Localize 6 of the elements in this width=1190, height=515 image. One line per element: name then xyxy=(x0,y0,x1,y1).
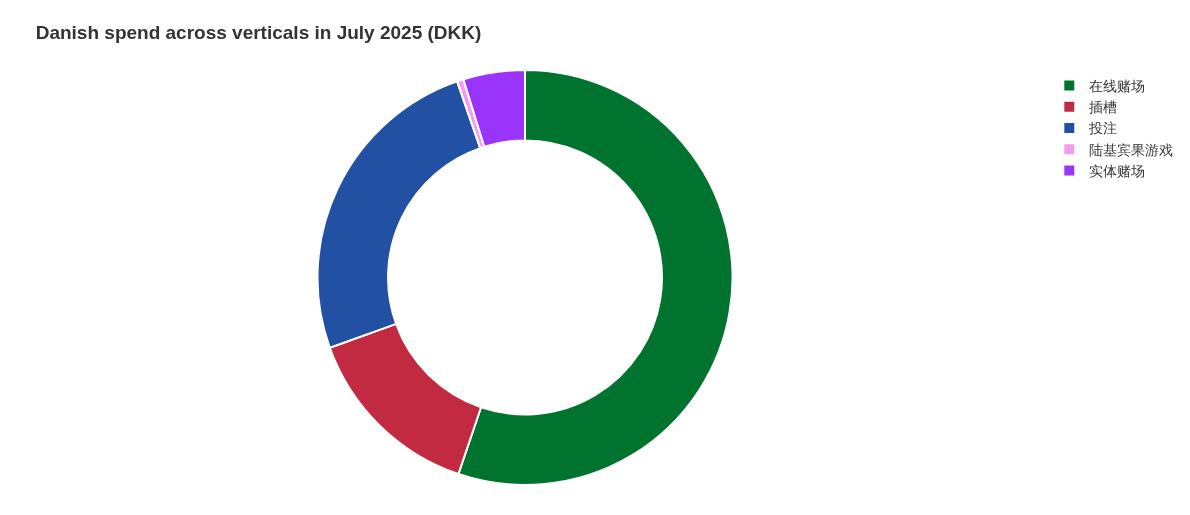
legend-label: 实体赌场 xyxy=(1089,162,1146,179)
legend-label: 投注 xyxy=(1088,120,1118,137)
legend-label: 插槽 xyxy=(1089,99,1118,116)
legend-label: 在线赌场 xyxy=(1089,78,1146,95)
chart-title: Danish spend across verticals in July 2025 (DKK) xyxy=(35,22,482,44)
legend-label: 陆基宾果游戏 xyxy=(1089,141,1174,158)
